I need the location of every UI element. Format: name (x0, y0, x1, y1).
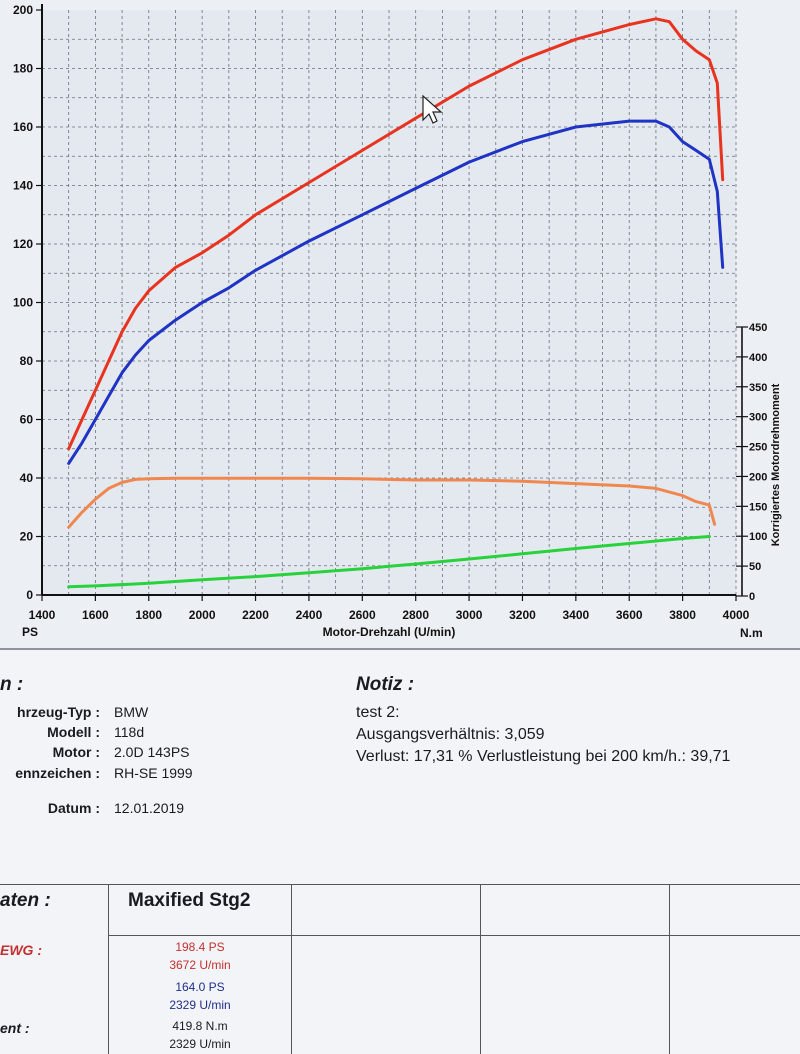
notiz-line-1: test 2: (356, 704, 400, 721)
notiz-line-2: Ausgangsverhältnis: 3,059 (356, 726, 545, 743)
table-column-title: Maxified Stg2 (128, 890, 251, 911)
vehicle-heading: n : (0, 674, 24, 695)
y2-tick-label: 150 (749, 501, 767, 513)
y2-unit-label: N.m (740, 626, 763, 640)
y2-tick-label: 350 (749, 382, 767, 394)
x-tick-label: 2000 (189, 608, 216, 622)
torque-value: 419.8 N.m (172, 1019, 228, 1033)
notiz-line-3: Verlust: 17,31 % Verlustleistung bei 200… (356, 748, 731, 765)
notiz-heading: Notiz : (356, 674, 415, 695)
field-value-date: 12.01.2019 (114, 800, 185, 816)
y2-tick-label: 450 (749, 322, 767, 334)
x-tick-label: 3800 (669, 608, 696, 622)
y-tick-label: 180 (13, 62, 33, 76)
y-tick-label: 200 (13, 3, 33, 17)
table-divider-2 (291, 884, 292, 1054)
field-label-plate: ennzeichen : (15, 765, 100, 781)
x-tick-label: 3200 (509, 608, 536, 622)
y-tick-label: 160 (13, 120, 33, 134)
wheel-power-value: 164.0 PS (175, 980, 225, 994)
field-value-type: BMW (114, 704, 149, 720)
x-tick-labels: 1400 1600 1800 2000 2200 2400 2600 2800 3000 3200… (29, 608, 750, 622)
dyno-chart: 1400 1600 1800 2000 2200 2400 2600 2800 3000 3200… (12, 3, 782, 640)
axes (36, 4, 748, 601)
field-label-type: hrzeug-Typ : (17, 704, 100, 720)
x-tick-label: 4000 (723, 608, 750, 622)
y2-tick-label: 250 (749, 442, 767, 454)
table-header-rule (108, 935, 800, 936)
x-tick-label: 2600 (349, 608, 376, 622)
y2-tick-labels: 0 50 100 150 200 250 300 350 400 450 (749, 322, 767, 603)
table-heading: aten : (0, 890, 51, 911)
series-line-4 (67, 535, 711, 589)
x-tick-label: 2400 (296, 608, 323, 622)
field-label-model: Modell : (47, 724, 100, 740)
peak-power-value: 198.4 PS (175, 940, 225, 954)
y2-tick-label: 50 (749, 561, 761, 573)
x-tick-label: 1800 (135, 608, 162, 622)
y2-tick-label: 400 (749, 352, 767, 364)
table-divider-4 (669, 884, 670, 1054)
table-row-label-ewg: EWG : (0, 942, 42, 958)
y2-axis-label: Korrigiertes Motordrehmoment (770, 383, 782, 546)
y2-tick-label: 300 (749, 412, 767, 424)
series-line-3 (67, 476, 717, 529)
table-row-label-ent: ent : (0, 1020, 30, 1036)
table-top-border (0, 884, 800, 885)
grid-lines (41, 10, 737, 595)
peak-power-rpm: 3672 U/min (169, 958, 231, 972)
field-label-date: Datum : (47, 800, 100, 816)
x-tick-label: 2800 (402, 608, 429, 622)
y-tick-label: 20 (20, 530, 34, 544)
table-divider-3 (480, 884, 481, 1054)
mouse-cursor-icon (422, 94, 443, 124)
y-tick-label: 120 (13, 237, 33, 251)
x-tick-label: 3000 (456, 608, 483, 622)
x-tick-label: 1600 (82, 608, 109, 622)
series-group (67, 17, 725, 589)
y2-tick-label: 0 (749, 591, 755, 603)
x-tick-label: 2200 (242, 608, 269, 622)
y-tick-label: 100 (13, 296, 33, 310)
x-unit-left: PS (22, 625, 38, 639)
field-value-model: 118d (114, 724, 145, 740)
series-line-1 (67, 17, 725, 451)
wheel-power-rpm: 2329 U/min (169, 998, 231, 1012)
y-tick-label: 80 (20, 354, 34, 368)
y-tick-label: 40 (20, 471, 34, 485)
field-value-engine: 2.0D 143PS (114, 744, 190, 760)
y-tick-label: 140 (13, 179, 33, 193)
y2-tick-label: 100 (749, 531, 767, 543)
x-tick-label: 1400 (29, 608, 56, 622)
torque-rpm: 2329 U/min (169, 1037, 231, 1051)
field-label-engine: Motor : (52, 744, 100, 760)
series-line-2 (67, 119, 725, 465)
info-panel: n : hrzeug-Typ : BMW Modell : 118d Motor… (0, 648, 800, 1054)
x-tick-label: 3400 (562, 608, 589, 622)
x-tick-label: 3600 (616, 608, 643, 622)
y-tick-labels: 0 20 40 60 80 100 120 140 160 180 200 (13, 3, 33, 602)
y-tick-label: 0 (26, 588, 33, 602)
field-value-plate: RH-SE 1999 (114, 765, 193, 781)
y2-tick-label: 200 (749, 471, 767, 483)
table-divider-1 (108, 884, 109, 1054)
y-tick-label: 60 (20, 413, 34, 427)
x-axis-label: Motor-Drehzahl (U/min) (323, 625, 456, 639)
